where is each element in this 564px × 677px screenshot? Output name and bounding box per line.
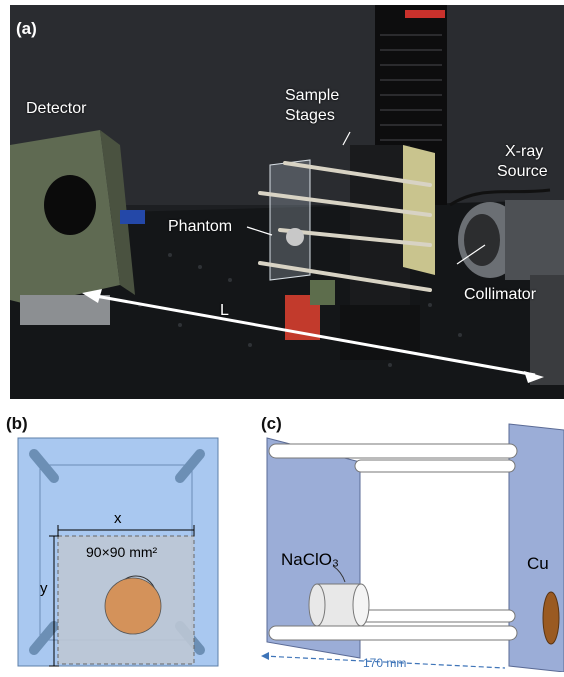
rod-top-left: [29, 449, 59, 483]
panel-b-label: (b): [6, 414, 28, 433]
panel-a: (a) Detector Sample Stages X-ray Source …: [10, 5, 564, 399]
xray-source-label-line2: Source: [497, 163, 548, 180]
rod-bottom-left: [29, 621, 59, 655]
panel-c: (c) NaClO₃ Cu 170 mm: [255, 410, 564, 673]
phantom-side-diagram: [261, 423, 564, 673]
cu-disc: [542, 591, 560, 645]
naclo3-label: NaClO₃: [281, 550, 339, 569]
naclo3-cylinder: [308, 583, 370, 627]
detector-label: Detector: [26, 100, 87, 117]
x-dimension-label: x: [114, 510, 122, 527]
phantom-label: Phantom: [168, 218, 233, 235]
xray-source-label-line1: X-ray: [505, 143, 544, 160]
length-label: 170 mm: [363, 656, 407, 670]
cu-label: Cu: [527, 554, 549, 573]
panel-a-label: (a): [16, 19, 37, 38]
collimator-label: Collimator: [464, 286, 537, 303]
panel-b: (b) x y 90×90 mm²: [0, 410, 240, 672]
distance-arrow: [82, 289, 544, 383]
area-label: 90×90 mm²: [86, 544, 158, 560]
photo-setup: [10, 5, 564, 399]
y-dimension-label: y: [40, 580, 48, 597]
sample-stages-label-line2: Stages: [285, 107, 335, 124]
sample-stages-label-line1: Sample: [285, 87, 340, 104]
panel-c-label: (c): [261, 414, 282, 433]
phantom-front-diagram: [17, 437, 219, 667]
sample-disc: [104, 577, 162, 635]
distance-label: L: [220, 302, 229, 319]
rod-top-right: [175, 449, 205, 483]
